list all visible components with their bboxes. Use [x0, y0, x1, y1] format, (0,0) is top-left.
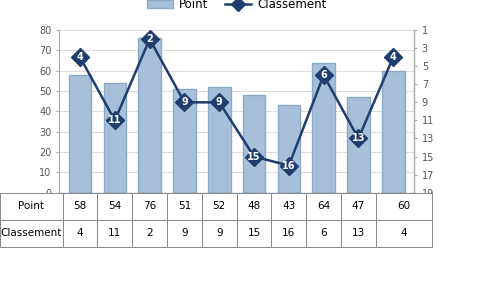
Bar: [0, 220, 63, 247]
Bar: [272, 220, 306, 247]
Bar: [0, 193, 63, 220]
Text: Point: Point: [18, 201, 44, 211]
Text: 6: 6: [320, 228, 327, 238]
Text: 13: 13: [352, 133, 365, 144]
Bar: [347, 97, 370, 193]
Text: 4: 4: [77, 52, 83, 62]
Text: 76: 76: [143, 201, 156, 211]
Text: 9: 9: [216, 97, 223, 107]
Text: 11: 11: [108, 115, 122, 126]
Text: 9: 9: [181, 97, 188, 107]
Text: 9: 9: [216, 228, 222, 238]
Text: 9: 9: [181, 228, 188, 238]
Bar: [167, 220, 202, 247]
Bar: [306, 193, 341, 220]
Text: 4: 4: [400, 228, 407, 238]
Text: 4: 4: [390, 52, 396, 62]
Text: 15: 15: [247, 228, 261, 238]
Text: 16: 16: [282, 228, 295, 238]
Text: 16: 16: [282, 160, 296, 171]
Text: 15: 15: [247, 151, 261, 162]
Bar: [272, 193, 306, 220]
Bar: [98, 220, 132, 247]
Text: 6: 6: [320, 70, 327, 80]
Bar: [202, 193, 237, 220]
Text: 48: 48: [247, 201, 261, 211]
Text: 52: 52: [212, 201, 226, 211]
Bar: [104, 83, 126, 193]
Bar: [306, 220, 341, 247]
Text: 58: 58: [73, 201, 87, 211]
Bar: [132, 220, 167, 247]
Bar: [243, 95, 265, 193]
Bar: [341, 220, 376, 247]
Text: 11: 11: [108, 228, 121, 238]
Text: 2: 2: [146, 34, 153, 44]
Text: 64: 64: [317, 201, 330, 211]
Bar: [69, 75, 91, 193]
Bar: [237, 220, 272, 247]
Text: 60: 60: [397, 201, 410, 211]
Bar: [313, 63, 335, 193]
Text: 51: 51: [178, 201, 191, 211]
Text: 2: 2: [146, 228, 153, 238]
Bar: [63, 220, 98, 247]
Bar: [202, 220, 237, 247]
Text: 43: 43: [282, 201, 295, 211]
Bar: [139, 38, 161, 193]
Bar: [382, 71, 405, 193]
Bar: [173, 89, 196, 193]
Bar: [278, 105, 300, 193]
Bar: [98, 193, 132, 220]
Legend: Point, Classement: Point, Classement: [142, 0, 331, 16]
Bar: [167, 193, 202, 220]
Text: 47: 47: [352, 201, 365, 211]
Text: 13: 13: [352, 228, 365, 238]
Bar: [208, 87, 231, 193]
Text: 4: 4: [77, 228, 83, 238]
Text: 54: 54: [108, 201, 121, 211]
Text: Classement: Classement: [0, 228, 62, 238]
Bar: [376, 193, 431, 220]
Bar: [376, 220, 431, 247]
Bar: [132, 193, 167, 220]
Bar: [63, 193, 98, 220]
Bar: [237, 193, 272, 220]
Bar: [341, 193, 376, 220]
